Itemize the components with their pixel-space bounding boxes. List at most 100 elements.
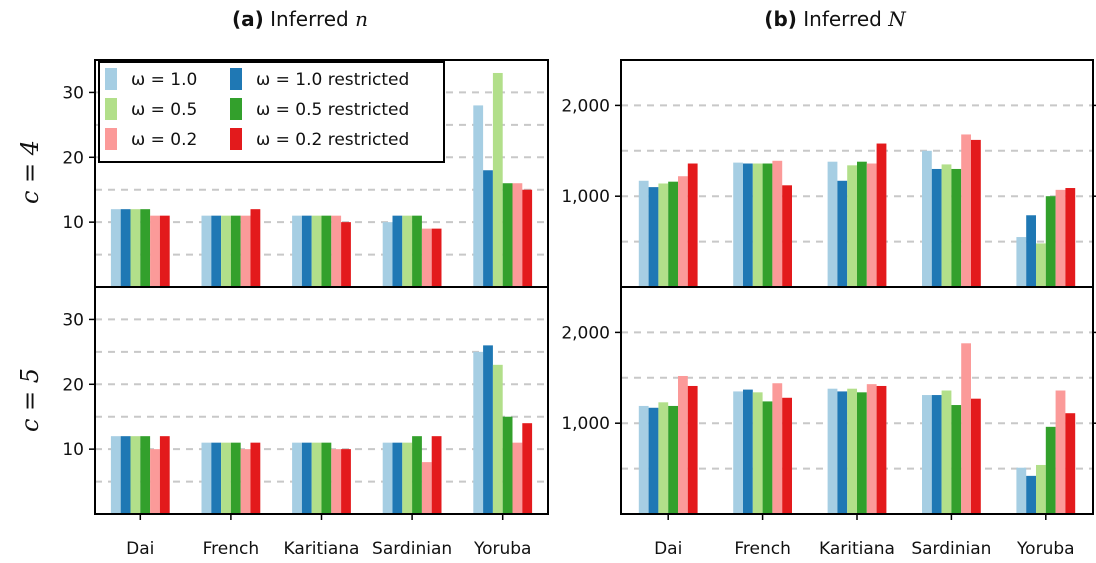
bar-a-c4-sardinian-s3 xyxy=(412,215,422,287)
bar-a-c5-yoruba-s1 xyxy=(483,345,493,514)
bar-b-c5-yoruba-s2 xyxy=(1036,464,1046,514)
bar-b-c4-karitiana-s4 xyxy=(866,163,877,287)
bar-a-c5-dai-s5 xyxy=(159,436,170,514)
bar-a-c4-dai-s3 xyxy=(140,209,151,287)
bar-b-c4-sardinian-s1 xyxy=(931,168,942,287)
bar-a-c4-yoruba-s2 xyxy=(492,72,503,287)
bar-a-c5-french-s2 xyxy=(221,442,231,514)
legend-item-0: ω = 1.0 xyxy=(105,68,197,90)
bar-b-c5-yoruba-s0 xyxy=(1016,467,1027,514)
bar-b-c5-french-s0 xyxy=(733,391,743,514)
bar-a-c4-french-s4 xyxy=(240,215,251,287)
y-tick-label: 10 xyxy=(62,440,84,460)
bar-a-c5-dai-s4 xyxy=(150,449,160,514)
bar-b-c5-dai-s5 xyxy=(687,385,698,514)
legend-item-2: ω = 0.5 xyxy=(105,98,197,120)
plot-a-c5: 10 20 30 Dai French Karitiana Sardinian Yoruba xyxy=(62,286,549,559)
bar-b-c4-karitiana-s1 xyxy=(837,180,848,287)
bar-b-c5-dai-s4 xyxy=(678,375,688,514)
legend-label: ω = 1.0 xyxy=(131,70,197,90)
bar-a-c5-dai-s1 xyxy=(120,436,131,514)
plot-b-c4: 1,000 2,000 xyxy=(561,59,1096,288)
bar-a-c5-french-s5 xyxy=(250,442,261,514)
bar-b-c5-french-s4 xyxy=(772,383,783,514)
x-tick-label-yoruba: Yoruba xyxy=(1016,539,1075,559)
bar-a-c4-french-s3 xyxy=(230,215,241,287)
legend-item-5: ω = 0.2 restricted xyxy=(230,128,409,150)
bar-a-c4-yoruba-s3 xyxy=(502,183,513,287)
bar-b-c4-yoruba-s4 xyxy=(1055,189,1066,287)
x-tick-label-sardinian: Sardinian xyxy=(911,539,991,559)
bar-b-c4-dai-s2 xyxy=(658,183,669,287)
bar-b-c4-yoruba-s3 xyxy=(1045,196,1056,287)
bar-b-c5-sardinian-s2 xyxy=(941,390,952,514)
legend: ω = 1.0 ω = 1.0 restricted ω = 0.5 ω = 0.5 … xyxy=(98,61,445,163)
legend-swatch xyxy=(105,128,117,150)
bar-b-c5-karitiana-s4 xyxy=(866,384,877,514)
bar-a-c4-karitiana-s3 xyxy=(321,215,332,287)
bar-b-c4-karitiana-s0 xyxy=(827,161,838,287)
bar-a-c5-karitiana-s0 xyxy=(292,442,302,514)
bar-b-c4-yoruba-s1 xyxy=(1026,215,1036,287)
bar-a-c5-karitiana-s4 xyxy=(331,449,342,514)
bar-b-c5-french-s1 xyxy=(743,389,753,514)
bar-b-c5-dai-s3 xyxy=(668,405,678,514)
bar-b-c4-dai-s5 xyxy=(687,163,698,287)
bar-b-c4-french-s0 xyxy=(733,162,743,287)
bar-a-c4-french-s0 xyxy=(201,215,212,287)
x-tick-label-sardinian: Sardinian xyxy=(372,539,452,559)
legend-swatch xyxy=(230,68,242,90)
bar-b-c5-french-s2 xyxy=(752,392,763,514)
y-tick-label: 30 xyxy=(62,83,84,103)
row-label-c4: c = 4 xyxy=(16,140,44,204)
bar-a-c5-dai-s2 xyxy=(130,436,141,514)
bar-b-c5-yoruba-s5 xyxy=(1065,413,1076,514)
bar-b-c5-yoruba-s3 xyxy=(1045,426,1056,514)
bar-b-c4-karitiana-s3 xyxy=(857,161,867,287)
bar-b-c4-sardinian-s2 xyxy=(941,164,952,287)
y-tick-label: 1,000 xyxy=(561,414,610,434)
bar-a-c4-karitiana-s1 xyxy=(301,215,312,287)
bar-a-c5-french-s1 xyxy=(211,442,222,514)
bar-a-c5-sardinian-s1 xyxy=(392,442,403,514)
legend-swatch xyxy=(230,98,242,120)
bar-a-c5-french-s4 xyxy=(240,449,251,514)
bar-a-c4-yoruba-s0 xyxy=(473,105,484,288)
x-tick-label-karitiana: Karitiana xyxy=(284,539,360,559)
bar-a-c4-french-s5 xyxy=(250,209,261,287)
bar-b-c4-french-s5 xyxy=(782,185,792,287)
bar-a-c5-sardinian-s0 xyxy=(382,442,393,514)
bar-b-c4-dai-s1 xyxy=(648,187,659,287)
legend-item-4: ω = 0.2 xyxy=(105,128,197,150)
bar-a-c5-karitiana-s5 xyxy=(341,449,351,514)
bar-b-c4-french-s4 xyxy=(772,160,783,287)
bar-b-c4-dai-s0 xyxy=(638,180,649,287)
x-tick-label-karitiana: Karitiana xyxy=(819,539,895,559)
bar-b-c4-sardinian-s3 xyxy=(951,168,962,287)
bar-a-c5-sardinian-s3 xyxy=(412,436,422,514)
bar-a-c5-yoruba-s5 xyxy=(522,423,533,514)
bar-b-c5-sardinian-s3 xyxy=(951,405,962,514)
bar-b-c4-karitiana-s5 xyxy=(876,143,887,287)
y-tick-label: 2,000 xyxy=(561,96,610,116)
bar-b-c4-karitiana-s2 xyxy=(847,165,857,287)
bar-b-c5-yoruba-s4 xyxy=(1055,390,1066,514)
bar-a-c5-karitiana-s1 xyxy=(301,442,312,514)
legend-label: ω = 1.0 restricted xyxy=(256,70,409,90)
panel-a-title: (a) Inferred n xyxy=(232,7,368,31)
bar-a-c4-sardinian-s5 xyxy=(431,228,442,287)
x-tick-label-french: French xyxy=(203,539,260,559)
bar-b-c4-yoruba-s0 xyxy=(1016,237,1027,287)
bar-b-c5-yoruba-s1 xyxy=(1026,475,1036,514)
bar-b-c5-dai-s0 xyxy=(638,405,649,514)
bar-b-c4-sardinian-s0 xyxy=(922,150,932,287)
bar-a-c4-dai-s1 xyxy=(120,209,131,287)
plots: 10 20 30 1,000 2,000 10 20 30 Dai French Karitiana… xyxy=(62,59,1096,559)
y-tick-label: 20 xyxy=(62,375,84,395)
bar-b-c4-dai-s3 xyxy=(668,181,678,287)
y-tick-label: 30 xyxy=(62,310,84,330)
bar-a-c5-yoruba-s0 xyxy=(473,351,484,514)
bar-a-c4-karitiana-s4 xyxy=(331,215,342,287)
legend-label: ω = 0.5 xyxy=(131,100,197,120)
